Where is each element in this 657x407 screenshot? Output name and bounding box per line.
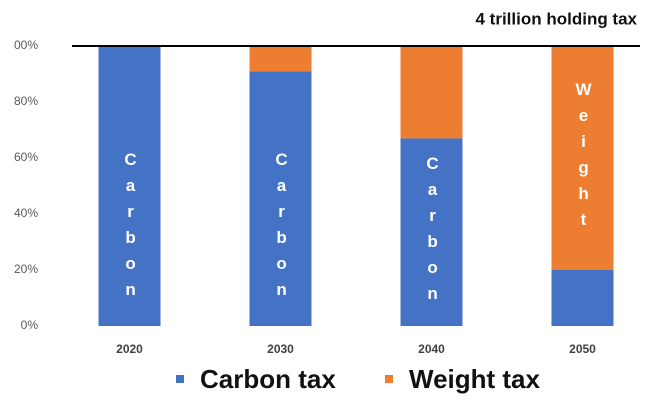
bar-label: Weight: [574, 80, 593, 236]
bar-segment: [98, 46, 161, 326]
bar-segment: [400, 138, 463, 326]
y-tick-label: 20%: [14, 262, 38, 276]
y-tick-label: 00%: [14, 38, 38, 52]
bar-label: Carbon: [423, 154, 442, 310]
legend-swatch: [176, 375, 184, 383]
bar-segment: [400, 46, 463, 139]
x-tick-label: 2020: [116, 342, 143, 356]
y-tick-label: 60%: [14, 150, 38, 164]
x-tick-label: 2040: [418, 342, 445, 356]
x-tick-label: 2030: [267, 342, 294, 356]
legend-label: Weight tax: [409, 364, 541, 394]
bar-label: Carbon: [121, 150, 140, 306]
bar-segment: [551, 270, 614, 326]
bar-label: Carbon: [272, 150, 291, 306]
annotation: 4 trillion holding tax: [476, 9, 638, 28]
y-tick-label: 0%: [21, 318, 39, 332]
bar-segment: [249, 46, 312, 72]
y-tick-label: 40%: [14, 206, 38, 220]
x-tick-label: 2050: [569, 342, 596, 356]
legend-swatch: [385, 375, 393, 383]
legend-label: Carbon tax: [200, 364, 336, 394]
bar-segment: [551, 46, 614, 270]
y-tick-label: 80%: [14, 94, 38, 108]
bar-segment: [249, 71, 312, 326]
